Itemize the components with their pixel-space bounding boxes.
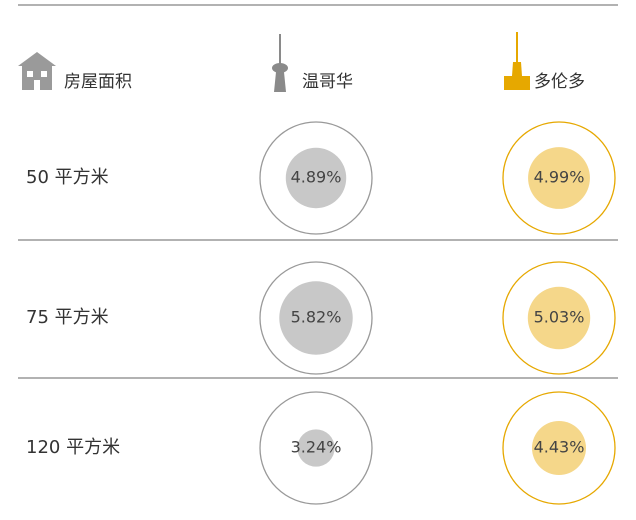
row-label: 120 平方米 (26, 437, 120, 458)
value-label: 4.99% (534, 168, 585, 187)
value-circle (279, 281, 353, 355)
area-header: 房屋面积 (64, 72, 132, 92)
outer-ring (259, 391, 373, 505)
row-label: 75 平方米 (26, 307, 109, 328)
vancouver-tower-icon (272, 34, 288, 92)
outer-ring (502, 261, 616, 375)
outer-ring (259, 121, 373, 235)
house-icon (18, 52, 56, 90)
city-header: 多伦多 (534, 72, 585, 92)
outer-ring (259, 261, 373, 375)
value-label: 5.03% (534, 308, 585, 327)
value-circle (527, 286, 591, 350)
value-circle (531, 420, 587, 476)
value-circle (297, 429, 335, 467)
value-circle (285, 147, 347, 209)
city-header: 温哥华 (302, 72, 353, 92)
value-circle (528, 147, 590, 209)
toronto-tower-icon (504, 32, 530, 90)
value-label: 4.43% (534, 438, 585, 457)
outer-ring (502, 391, 616, 505)
value-label: 5.82% (291, 308, 342, 327)
value-label: 3.24% (291, 438, 342, 457)
outer-ring (502, 121, 616, 235)
value-label: 4.89% (291, 168, 342, 187)
row-label: 50 平方米 (26, 167, 109, 188)
